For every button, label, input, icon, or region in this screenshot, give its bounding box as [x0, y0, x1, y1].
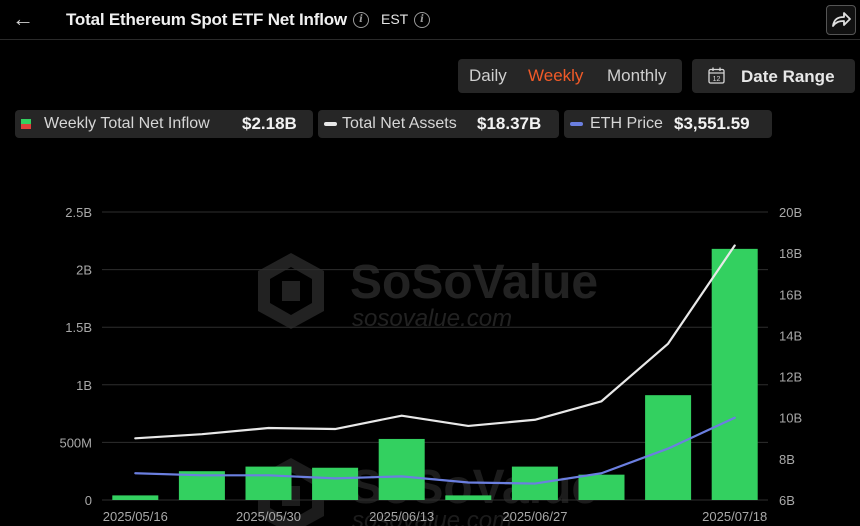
y-right-tick-label: 18B [779, 246, 802, 261]
svg-text:12: 12 [713, 76, 721, 83]
inflow-bar [378, 438, 425, 500]
total-net-assets-line [134, 244, 736, 440]
sosovalue-watermark: SoSoValue sosovalue.com [258, 253, 598, 332]
inflow-bar [312, 467, 359, 500]
calendar-icon: 12 [708, 67, 725, 84]
y-left-tick-label: 0 [85, 493, 92, 508]
x-tick-label: 2025/05/30 [236, 509, 301, 524]
y-right-tick-label: 6B [779, 493, 795, 508]
legend-value: $2.18B [242, 114, 297, 133]
timezone-info-icon[interactable]: i [414, 12, 430, 28]
svg-text:sosovalue.com: sosovalue.com [352, 305, 512, 332]
inflow-bar [112, 495, 159, 500]
svg-text:SoSoValue: SoSoValue [350, 256, 598, 309]
timezone-label: EST [381, 11, 409, 27]
date-range-label: Date Range [741, 67, 835, 86]
y-right-tick-label: 14B [779, 328, 802, 343]
page-title: Total Ethereum Spot ETF Net Inflow [66, 10, 347, 29]
y-left-tick-label: 500M [59, 435, 92, 450]
legend-value: $18.37B [477, 114, 542, 133]
period-toggle-group: Daily Weekly Monthly [458, 59, 682, 93]
y-right-tick-label: 10B [779, 411, 802, 426]
y-left-tick-label: 2.5B [65, 205, 92, 220]
inflow-bar [445, 495, 492, 500]
legend-name: Total Net Assets [342, 115, 457, 132]
y-right-tick-label: 12B [779, 370, 802, 385]
share-button[interactable] [826, 5, 856, 35]
header-divider [0, 39, 860, 40]
svg-text:sosovalue.com: sosovalue.com [352, 507, 512, 526]
x-tick-label: 2025/07/18 [702, 509, 767, 524]
period-daily-button[interactable]: Daily [469, 66, 507, 85]
inflow-bar [578, 474, 625, 500]
inflow-bar [245, 466, 292, 500]
period-weekly-button[interactable]: Weekly [528, 66, 584, 85]
legend-name: ETH Price [590, 115, 663, 132]
etf-inflow-chart[interactable]: SoSoValue sosovalue.com SoSoValue sosova… [0, 190, 860, 526]
share-icon [832, 12, 851, 27]
header-bar: ← Total Ethereum Spot ETF Net Inflow i E… [0, 0, 860, 40]
period-monthly-button[interactable]: Monthly [607, 66, 667, 85]
y-left-tick-label: 2B [76, 263, 92, 278]
y-left-tick-label: 1B [76, 378, 92, 393]
price-line-swatch-icon [570, 122, 583, 126]
legend-eth-price[interactable]: ETH Price $3,551.59 [564, 110, 772, 138]
legend-value: $3,551.59 [674, 114, 750, 133]
legend-name: Weekly Total Net Inflow [44, 115, 210, 132]
eth-price-line [134, 416, 736, 485]
date-range-button[interactable]: 12 Date Range [692, 59, 855, 93]
x-tick-label: 2025/06/27 [502, 509, 567, 524]
assets-line-swatch-icon [324, 122, 337, 126]
y-right-tick-label: 20B [779, 205, 802, 220]
y-right-tick-label: 16B [779, 287, 802, 302]
legend-total-net-assets[interactable]: Total Net Assets $18.37B [318, 110, 559, 138]
y-right-tick-label: 8B [779, 452, 795, 467]
x-tick-label: 2025/06/13 [369, 509, 434, 524]
back-arrow-icon[interactable]: ← [12, 6, 34, 31]
inflow-swatch-icon [21, 119, 31, 129]
x-tick-label: 2025/05/16 [103, 509, 168, 524]
inflow-bar [711, 248, 758, 500]
legend-weekly-inflow[interactable]: Weekly Total Net Inflow $2.18B [15, 110, 313, 138]
title-info-icon[interactable]: i [353, 12, 369, 28]
y-left-tick-label: 1.5B [65, 320, 92, 335]
